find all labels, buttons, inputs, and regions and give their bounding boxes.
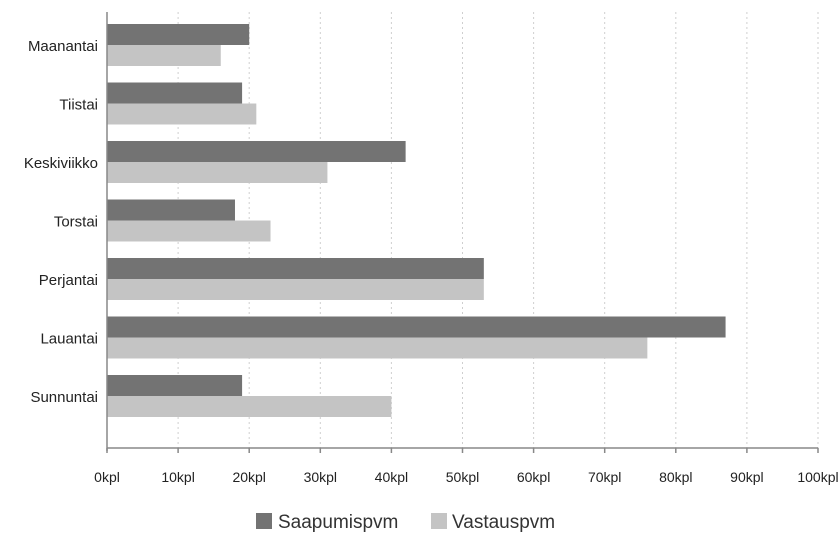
legend-label: Vastauspvm bbox=[452, 512, 555, 533]
x-tick-label: 90kpl bbox=[730, 469, 763, 485]
axes bbox=[106, 12, 819, 453]
x-tick-label: 20kpl bbox=[232, 469, 265, 485]
category-label: Sunnuntai bbox=[30, 389, 98, 406]
category-label: Tiistai bbox=[59, 97, 98, 114]
bar-saapumispvm-sunnuntai bbox=[107, 375, 243, 396]
legend-swatch bbox=[431, 513, 447, 529]
x-tick-label: 30kpl bbox=[304, 469, 337, 485]
bar-saapumispvm-tiistai bbox=[107, 82, 243, 104]
bar-saapumispvm-torstai bbox=[107, 199, 235, 221]
bar-vastauspvm-lauantai bbox=[107, 337, 648, 359]
category-label: Maanantai bbox=[28, 38, 98, 55]
x-tick-label: 50kpl bbox=[446, 469, 479, 485]
legend-swatch bbox=[256, 513, 272, 529]
legend-label: Saapumispvm bbox=[278, 512, 398, 533]
category-label: Torstai bbox=[54, 214, 98, 231]
category-label: Lauantai bbox=[40, 331, 98, 348]
bar-saapumispvm-lauantai bbox=[107, 316, 726, 338]
x-tick-label: 80kpl bbox=[659, 469, 692, 485]
bar-vastauspvm-perjantai bbox=[107, 279, 484, 300]
category-label: Keskiviikko bbox=[24, 155, 98, 172]
bar-vastauspvm-sunnuntai bbox=[107, 396, 392, 417]
labels: 0kpl 10kpl 20kpl 30kpl 40kpl 50kpl 60kpl 70kpl 8… bbox=[24, 38, 839, 485]
x-tick-label: 10kpl bbox=[161, 469, 194, 485]
category-label: Perjantai bbox=[39, 272, 98, 289]
legend: Saapumispvm Vastauspvm bbox=[256, 512, 555, 533]
bar-vastauspvm-torstai bbox=[107, 220, 271, 242]
bars bbox=[107, 24, 726, 417]
bar-vastauspvm-keskiviikko bbox=[107, 162, 328, 183]
bar-vastauspvm-maanantai bbox=[107, 45, 221, 66]
x-tick-label: 60kpl bbox=[517, 469, 550, 485]
x-tick-label: 0kpl bbox=[94, 469, 120, 485]
x-tick-label: 40kpl bbox=[375, 469, 408, 485]
x-tick-label: 100kpl bbox=[797, 469, 838, 485]
x-tick-label: 70kpl bbox=[588, 469, 621, 485]
bar-saapumispvm-maanantai bbox=[107, 24, 250, 45]
bar-vastauspvm-tiistai bbox=[107, 103, 257, 125]
bar-saapumispvm-keskiviikko bbox=[107, 141, 406, 162]
grid-lines bbox=[177, 12, 819, 448]
bar-saapumispvm-perjantai bbox=[107, 258, 484, 279]
